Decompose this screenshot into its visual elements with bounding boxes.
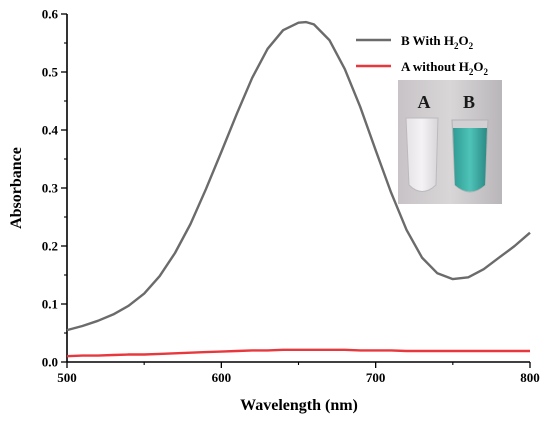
y-tick-label: 0.5 — [42, 65, 59, 80]
series-lines — [66, 20, 531, 358]
legend-label-b-sub2: 2 — [469, 41, 474, 51]
y-axis-title: Absorbance — [8, 147, 25, 229]
series-line-a — [66, 348, 530, 358]
series-line-b — [66, 20, 531, 332]
x-tick-label: 500 — [57, 370, 77, 385]
vial-a — [405, 117, 439, 192]
legend-label-a-sub1: 2 — [469, 67, 474, 77]
x-axis-title: Wavelength (nm) — [240, 397, 358, 414]
legend-label-a: A without H2O2 — [401, 59, 489, 77]
inset-label-a: A — [418, 92, 431, 112]
y-tick-label: 0.0 — [42, 355, 58, 370]
inset-label-b: B — [463, 92, 475, 112]
y-tick-label: 0.4 — [42, 123, 59, 138]
legend-label-b-sub1: 2 — [454, 41, 459, 51]
legend-label-a-sub2: 2 — [484, 67, 489, 77]
legend-label-b: B With H2O2 — [401, 33, 474, 51]
legend-label-b-prefix: B With H — [401, 33, 454, 48]
y-tick-label: 0.2 — [42, 239, 58, 254]
tick-marks — [61, 13, 531, 368]
x-tick-label: 600 — [212, 370, 232, 385]
x-tick-label: 700 — [366, 370, 386, 385]
inset-photo: A B — [398, 80, 502, 204]
y-tick-label: 0.6 — [42, 7, 59, 22]
legend-label-a-mid: O — [473, 59, 483, 74]
vial-b-solution — [453, 128, 487, 192]
y-tick-label: 0.3 — [42, 181, 59, 196]
legend-label-b-mid: O — [458, 33, 468, 48]
x-tick-label: 800 — [520, 370, 540, 385]
y-tick-label: 0.1 — [42, 297, 58, 312]
legend: B With H2O2 A without H2O2 — [356, 33, 489, 77]
tick-labels: 500 600 700 800 0.0 0.1 0.2 0.3 0.4 0.5 0.6 — [42, 7, 540, 386]
legend-label-a-prefix: A without H — [401, 59, 469, 74]
